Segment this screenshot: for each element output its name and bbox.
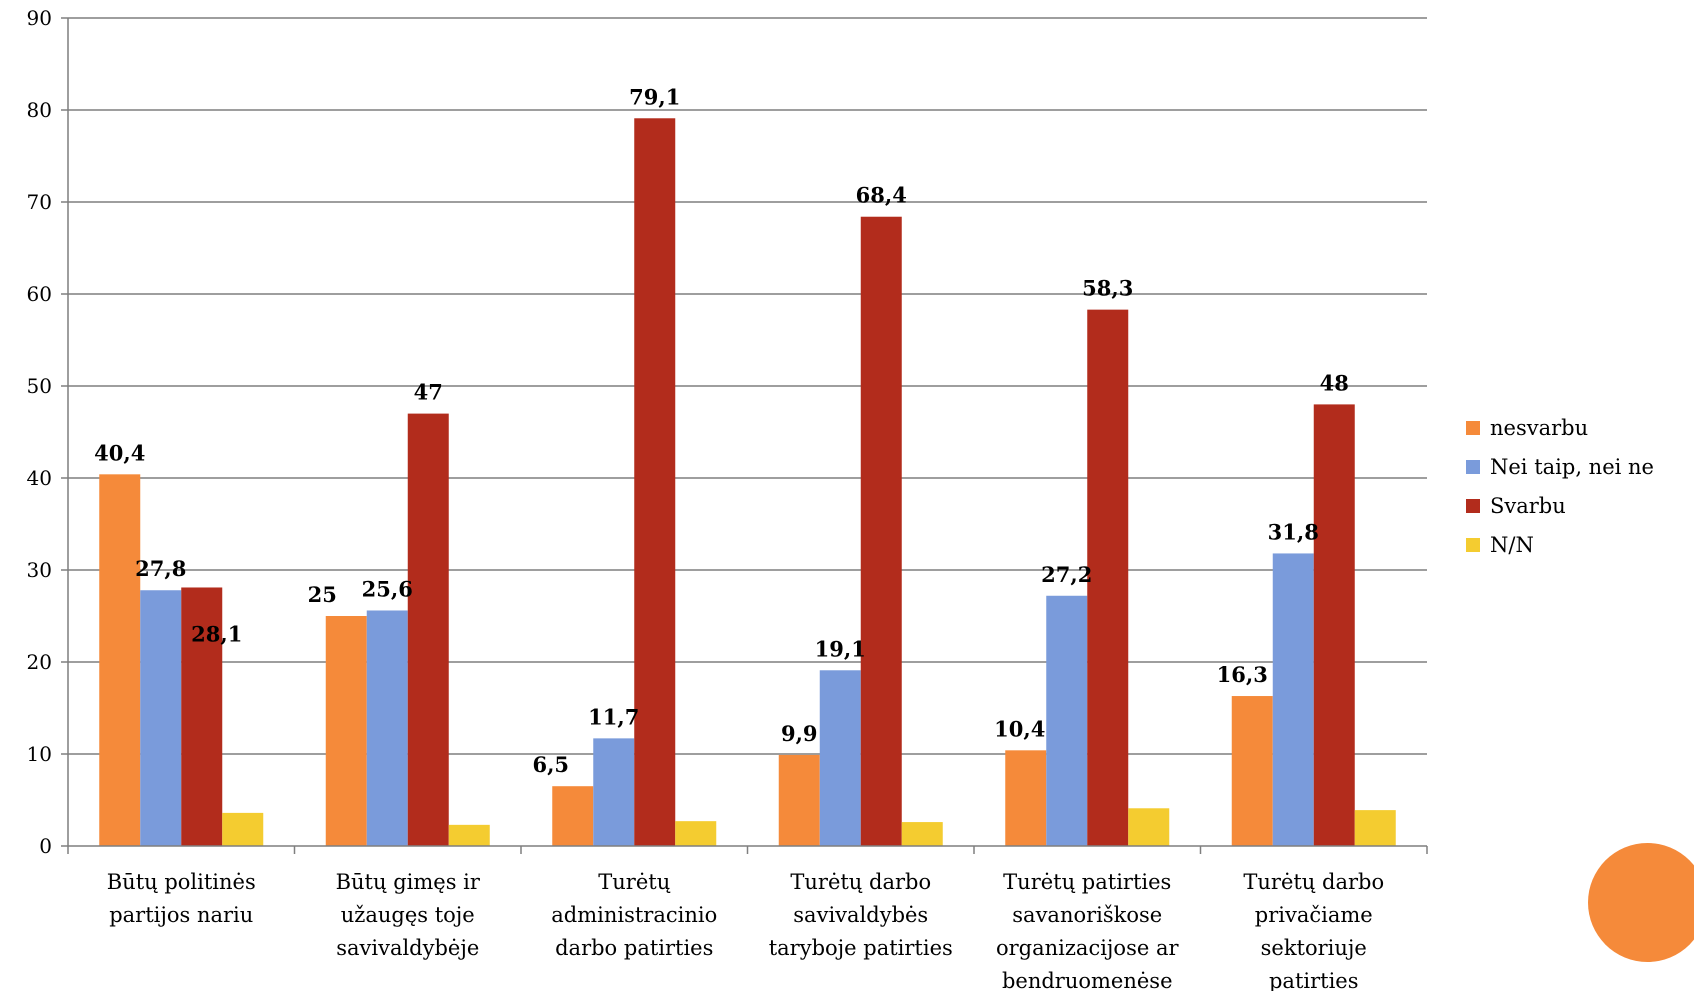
x-axis-label: sektoriuje [1261,936,1367,960]
data-label: 28,1 [191,621,242,646]
x-axis-label: bendruomenėse [1002,969,1173,991]
x-axis-label: užaugęs toje [341,903,475,927]
bar-n-n [222,812,264,846]
y-axis-ticks: 0 10 20 30 40 50 60 70 80 90 [27,6,52,858]
bar-nei-taip-nei-ne [366,610,408,846]
legend-label: Nei taip, nei ne [1490,455,1654,479]
data-label: 10,4 [994,716,1045,741]
y-tick-label: 80 [27,98,52,122]
x-axis-label: partijos nariu [109,903,253,927]
x-axis-label: Turėtų darbo [1243,870,1384,894]
x-axis-label: Turėtų [598,870,670,894]
bar-svarbu [407,413,449,846]
x-axis-label: privačiame [1255,903,1373,927]
x-axis-label: patirties [1269,969,1359,991]
bar-nesvarbu [325,616,367,846]
x-axis-label: savivaldybės [793,903,928,927]
x-axis-label: darbo patirties [555,936,713,960]
x-axis-label: Būtų politinės [107,870,256,894]
x-axis-label: Būtų gimęs ir [336,870,481,894]
bar-nesvarbu [1005,750,1047,846]
data-label: 6,5 [532,752,569,777]
bar-svarbu [1313,404,1355,846]
bar-n-n [1128,808,1170,846]
x-axis-label: administracinio [551,903,717,927]
data-label: 25,6 [362,576,413,601]
legend-label: N/N [1490,533,1534,557]
bar-nei-taip-nei-ne [1046,595,1088,846]
legend-swatch [1466,499,1480,513]
y-tick-label: 70 [27,190,52,214]
legend-swatch [1466,421,1480,435]
data-label: 40,4 [94,440,145,465]
x-axis-label: Turėtų darbo [790,870,931,894]
y-tick-label: 40 [27,466,52,490]
bar-nesvarbu [778,754,820,846]
x-axis-labels: Būtų politinės partijos nariu Būtų gimęs i… [107,870,1384,991]
y-tick-label: 50 [27,374,52,398]
x-axis-label: savivaldybėje [336,936,479,960]
data-label: 11,7 [588,704,639,729]
x-axis-label: organizacijose ar [996,936,1180,960]
x-axis-label: savanoriškose [1012,903,1162,927]
x-axis-label: taryboje patirties [769,936,953,960]
bar-svarbu [860,216,902,847]
axes [61,17,1428,854]
x-axis-label: Turėtų patirties [1003,870,1171,894]
data-label: 19,1 [815,636,866,661]
decorative-circle [1588,843,1694,962]
data-label: 31,8 [1268,519,1319,544]
data-label: 27,8 [135,556,186,581]
bars [99,118,1396,847]
bar-n-n [675,821,717,846]
bar-svarbu [1087,309,1129,846]
y-tick-label: 90 [27,6,52,30]
y-tick-label: 0 [39,834,52,858]
data-label: 68,4 [856,183,907,208]
bar-nei-taip-nei-ne [140,590,182,846]
bar-n-n [901,822,943,846]
y-tick-label: 30 [27,558,52,582]
bar-nesvarbu [1231,696,1273,846]
data-label: 48 [1320,370,1349,395]
data-label: 47 [414,380,443,405]
y-tick-label: 20 [27,650,52,674]
bar-svarbu [181,587,223,846]
data-label: 9,9 [781,721,818,746]
legend: nesvarbu Nei taip, nei ne Svarbu N/N [1466,416,1654,557]
data-label: 16,3 [1217,662,1268,687]
bar-n-n [1354,810,1396,846]
legend-label: Svarbu [1490,494,1566,518]
gridlines [68,17,1427,755]
data-labels: 40,4 27,8 28,1 25 25,6 47 6,5 11,7 79,1 9,9 19,1 68… [94,84,1349,777]
bar-n-n [448,824,490,846]
bar-nesvarbu [552,786,594,846]
data-label: 58,3 [1082,276,1133,301]
data-label: 25 [308,582,337,607]
bar-nei-taip-nei-ne [819,670,861,846]
bar-nei-taip-nei-ne [593,738,635,846]
legend-swatch [1466,460,1480,474]
legend-swatch [1466,538,1480,552]
bar-nei-taip-nei-ne [1272,553,1314,846]
legend-label: nesvarbu [1490,416,1588,440]
data-label: 27,2 [1041,562,1092,587]
bar-svarbu [634,118,676,846]
bar-nesvarbu [99,474,141,846]
y-tick-label: 60 [27,282,52,306]
y-tick-label: 10 [27,742,52,766]
data-label: 79,1 [629,84,680,109]
